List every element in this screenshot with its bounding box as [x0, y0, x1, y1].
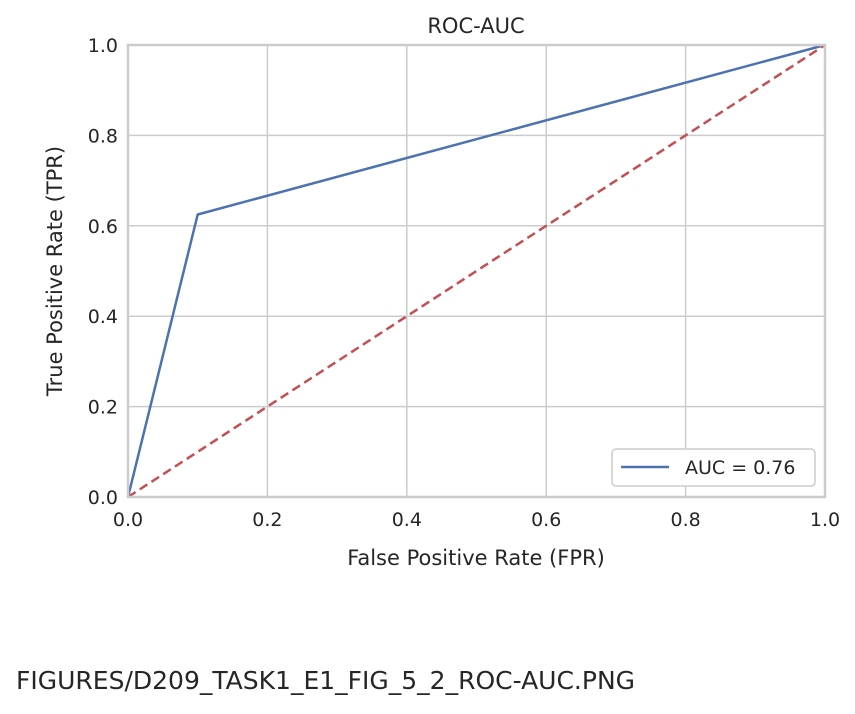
- x-tick-label: 1.0: [810, 509, 840, 531]
- legend-label: AUC = 0.76: [685, 457, 795, 479]
- roc-chart: 0.0 0.2 0.4 0.6 0.8 1.0 0.0 0.2 0.4 0.6 0.8 1.0 RO…: [43, 14, 840, 570]
- y-tick-label: 1.0: [88, 35, 118, 57]
- x-tick-label: 0.4: [392, 509, 422, 531]
- x-tick-label: 0.2: [252, 509, 282, 531]
- y-axis-label: True Positive Rate (TPR): [43, 146, 67, 397]
- chart-title: ROC-AUC: [427, 14, 524, 38]
- plot-frame: [126, 43, 827, 499]
- legend: AUC = 0.76: [611, 448, 816, 487]
- y-tick-label: 0.2: [88, 397, 118, 419]
- x-tick-labels: 0.0 0.2 0.4 0.6 0.8 1.0: [113, 509, 840, 531]
- x-tick-label: 0.6: [531, 509, 561, 531]
- x-tick-label: 0.8: [670, 509, 700, 531]
- x-axis-label: False Positive Rate (FPR): [347, 546, 605, 570]
- roc-curve-line: [126, 43, 826, 498]
- series-lines: [126, 43, 826, 499]
- figure-caption: FIGURES/D209_TASK1_E1_FIG_5_2_ROC-AUC.PN…: [16, 666, 636, 695]
- y-tick-label: 0.6: [88, 216, 118, 238]
- legend-box: [611, 448, 816, 487]
- chance-diagonal-line: [127, 43, 826, 499]
- y-tick-label: 0.8: [88, 125, 118, 147]
- y-tick-label: 0.4: [88, 306, 118, 328]
- x-tick-label: 0.0: [113, 509, 143, 531]
- y-tick-label: 0.0: [88, 487, 118, 509]
- y-tick-labels: 0.0 0.2 0.4 0.6 0.8 1.0: [88, 35, 118, 509]
